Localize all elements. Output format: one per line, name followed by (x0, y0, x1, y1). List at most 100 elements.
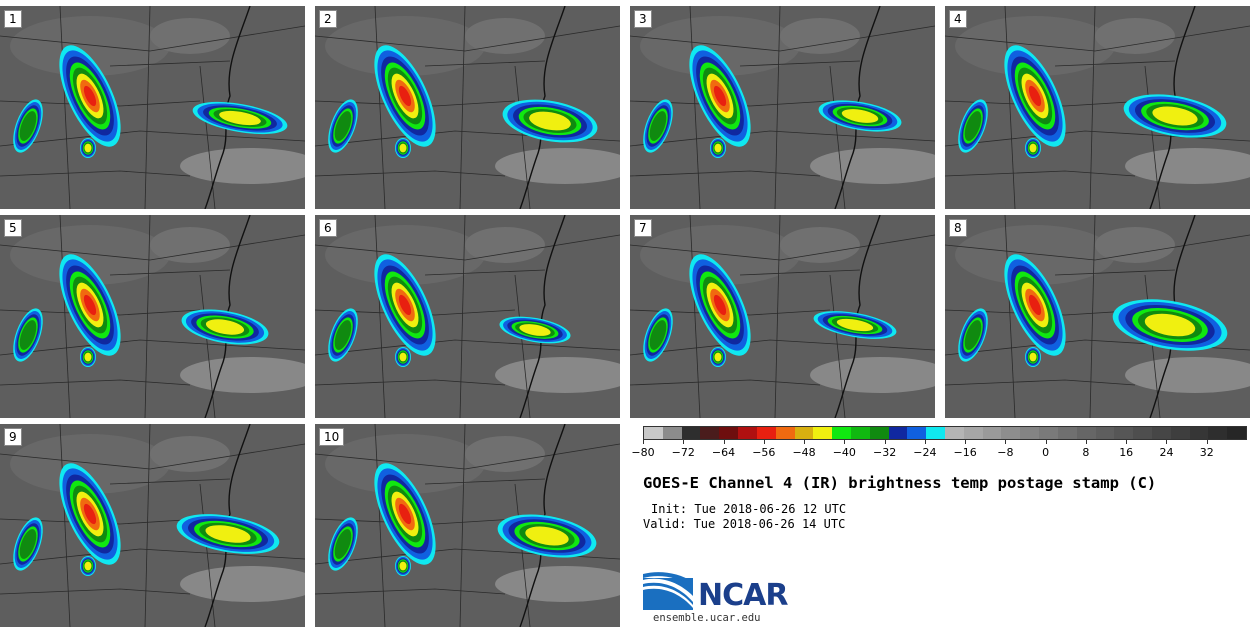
colorbar-swatch (1001, 427, 1021, 439)
panel-label: 3 (634, 10, 652, 28)
colorbar-tick (804, 440, 806, 444)
ncar-logo-text: NCAR (698, 578, 788, 613)
colorbar-tick-label: −16 (953, 446, 977, 459)
figure-title: GOES-E Channel 4 (IR) brightness temp po… (643, 474, 1157, 492)
colorbar-tick (643, 440, 644, 444)
colorbar-swatch (738, 427, 757, 439)
stamp-panel-3: 3 (630, 6, 935, 209)
panel-label: 6 (319, 219, 337, 237)
colorbar-tick-label: 0 (1042, 446, 1050, 459)
colorbar-swatch (1227, 427, 1246, 439)
colorbar-tick-label: −56 (752, 446, 776, 459)
panel-label: 9 (4, 428, 22, 446)
colorbar-tick-label: −40 (832, 446, 856, 459)
colorbar-swatch (719, 427, 739, 439)
panel-label: 2 (319, 10, 337, 28)
colorbar-swatch (1170, 427, 1190, 439)
ir-satellite-map (630, 215, 935, 418)
stamp-panel-2: 2 (315, 6, 620, 209)
ir-satellite-map (945, 215, 1250, 418)
colorbar-swatch (926, 427, 945, 439)
colorbar-swatch (1133, 427, 1152, 439)
colorbar-tick (1126, 440, 1128, 444)
panel-label: 10 (319, 428, 345, 446)
colorbar-swatch (813, 427, 833, 439)
colorbar-tick-label: 8 (1082, 446, 1090, 459)
colorbar-tick-label: −24 (913, 446, 937, 459)
colorbar-tick-label: −8 (997, 446, 1014, 459)
panel-label: 8 (949, 219, 967, 237)
colorbar-swatch (1189, 427, 1209, 439)
ncar-wave-icon (643, 572, 693, 610)
colorbar-swatch (1151, 427, 1171, 439)
colorbar-swatch (1039, 427, 1058, 439)
colorbar-swatch (794, 427, 814, 439)
panel-label: 4 (949, 10, 967, 28)
colorbar-tick-label: −64 (711, 446, 736, 459)
colorbar-swatch (888, 427, 908, 439)
colorbar-tick (1166, 440, 1168, 444)
colorbar-swatch (1114, 427, 1134, 439)
colorbar-tick-label: 16 (1119, 446, 1134, 459)
stamp-panel-9: 9 (0, 424, 305, 627)
colorbar-swatch (869, 427, 889, 439)
colorbar-tick (884, 440, 886, 444)
colorbar-swatch (832, 427, 851, 439)
panel-label: 7 (634, 219, 652, 237)
stamp-panel-4: 4 (945, 6, 1250, 209)
colorbar-ticks: −80 −72 −64 −56 −48 −40 −32 −24 −16 −8 0 8 16 24 32 (631, 440, 1247, 462)
valid-time: Valid: Tue 2018-06-26 14 UTC (643, 517, 846, 531)
colorbar-swatch (850, 427, 870, 439)
colorbar-tick-label: 32 (1199, 446, 1214, 459)
colorbar-swatch (662, 427, 682, 439)
colorbar-swatch (1057, 427, 1077, 439)
colorbar-tick (683, 440, 685, 444)
stamp-panel-7: 7 (630, 215, 935, 418)
colorbar-swatch (775, 427, 795, 439)
ir-satellite-map (630, 6, 935, 209)
colorbar-swatch (1076, 427, 1096, 439)
panel-label: 1 (4, 10, 22, 28)
stamp-panel-10: 10 (315, 424, 620, 627)
stamp-panel-1: 1 (0, 6, 305, 209)
colorbar-swatch (907, 427, 927, 439)
colorbar-tick (1045, 440, 1047, 444)
site-url: ensemble.ucar.edu (653, 612, 761, 624)
colorbar-swatch (982, 427, 1002, 439)
colorbar-tick-label: −32 (872, 446, 897, 459)
colorbar-swatch (700, 427, 720, 439)
colorbar-tick (924, 440, 926, 444)
colorbar-tick-label: −48 (792, 446, 816, 459)
colorbar (643, 426, 1247, 440)
colorbar-tick (965, 440, 967, 444)
init-time: Init: Tue 2018-06-26 12 UTC (651, 502, 847, 516)
colorbar-tick (723, 440, 725, 444)
ir-satellite-map (0, 424, 305, 627)
ir-satellite-map (0, 215, 305, 418)
colorbar-tick-label: 24 (1159, 446, 1174, 459)
stamp-panel-8: 8 (945, 215, 1250, 418)
stamp-panel-5: 5 (0, 215, 305, 418)
ir-satellite-map (0, 6, 305, 209)
ir-satellite-map (315, 6, 620, 209)
colorbar-swatch (945, 427, 964, 439)
stamp-panel-6: 6 (315, 215, 620, 418)
colorbar-swatch (644, 427, 663, 439)
colorbar-swatch (963, 427, 983, 439)
colorbar-swatch (1095, 427, 1115, 439)
colorbar-swatch (681, 427, 701, 439)
colorbar-tick (844, 440, 846, 444)
colorbar-tick (1005, 440, 1007, 444)
ir-satellite-map (945, 6, 1250, 209)
ir-satellite-map (315, 215, 620, 418)
colorbar-tick-label: −72 (671, 446, 695, 459)
colorbar-tick (1085, 440, 1087, 444)
colorbar-swatch (1020, 427, 1040, 439)
colorbar-swatch (1208, 427, 1228, 439)
colorbar-swatch (756, 427, 776, 439)
colorbar-tick (1206, 440, 1208, 444)
colorbar-tick-label: −80 (631, 446, 655, 459)
colorbar-tick (763, 440, 765, 444)
panel-label: 5 (4, 219, 22, 237)
ir-satellite-map (315, 424, 620, 627)
